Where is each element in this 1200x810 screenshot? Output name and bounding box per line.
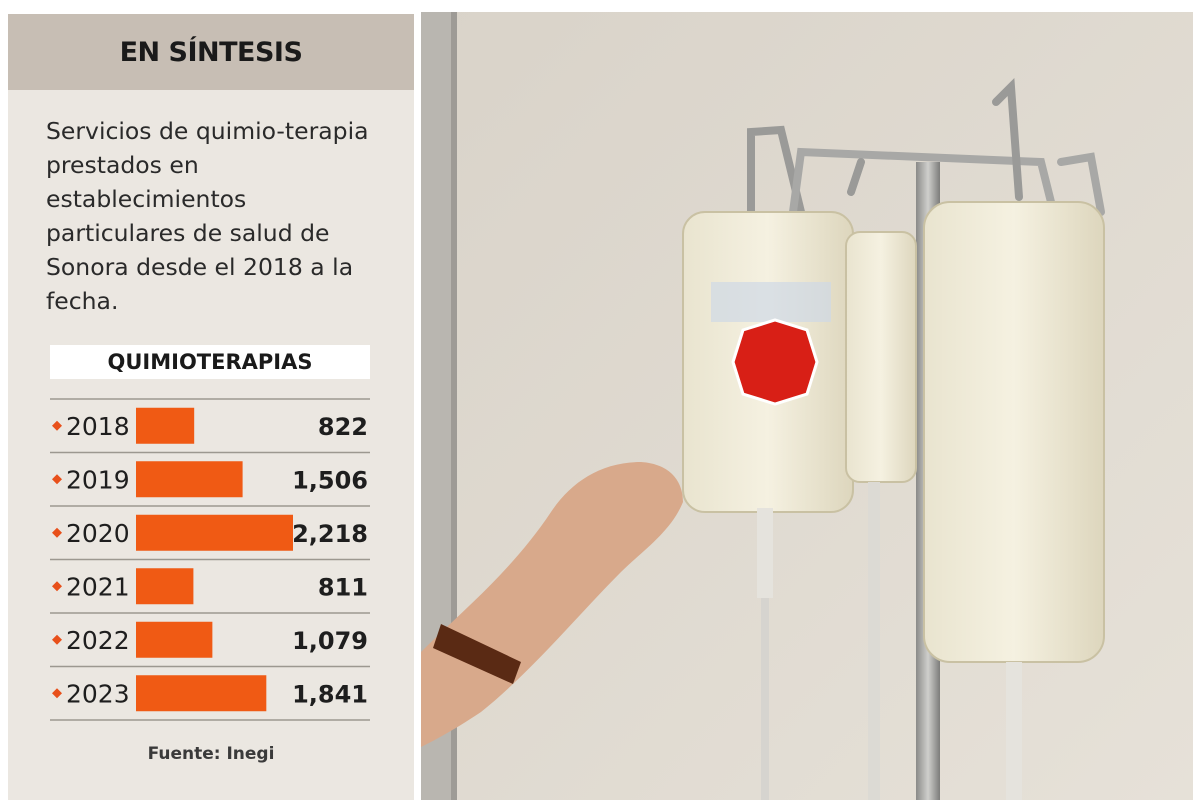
bar-chart: 2018 822 2019 1,506 2020 2,218 2021 811 2022 1,07… — [50, 398, 370, 721]
bullet-icon — [52, 527, 62, 538]
iv-bag-large — [923, 201, 1105, 800]
bar-2021 — [136, 568, 194, 605]
bar-2022 — [136, 621, 213, 658]
bar-2020 — [136, 514, 293, 551]
bullet-icon — [52, 474, 62, 485]
year-label: 2021 — [66, 572, 130, 601]
iv-bag-small — [682, 211, 854, 800]
infographic-panel: EN SÍNTESIS Servicios de quimio-terapia … — [8, 14, 414, 800]
year-label: 2019 — [66, 465, 130, 494]
summary-text: Servicios de quimio-terapia prestados en… — [46, 117, 369, 315]
year-label: 2018 — [66, 412, 130, 441]
bar-2018 — [136, 407, 195, 444]
value-label: 822 — [318, 413, 368, 441]
value-label: 1,841 — [292, 680, 368, 708]
value-label: 811 — [318, 573, 368, 601]
iv-bags-photo — [421, 12, 1193, 800]
bullet-icon — [52, 688, 62, 699]
value-label: 1,079 — [292, 627, 368, 655]
section-header: EN SÍNTESIS — [8, 14, 414, 90]
source-note: Fuente: Inegi — [147, 744, 275, 764]
bar-2023 — [136, 675, 267, 712]
chart-title: QUIMIOTERAPIAS — [50, 345, 370, 379]
bullet-icon — [52, 581, 62, 592]
iv-bag-middle — [845, 231, 917, 800]
hand-and-arm — [421, 462, 683, 747]
bullet-icon — [52, 420, 62, 431]
value-label: 2,218 — [292, 520, 368, 548]
bullet-icon — [52, 634, 62, 645]
year-label: 2023 — [66, 679, 130, 708]
year-label: 2020 — [66, 519, 130, 548]
value-label: 1,506 — [292, 466, 368, 494]
bar-2019 — [136, 461, 243, 498]
year-label: 2022 — [66, 626, 130, 655]
